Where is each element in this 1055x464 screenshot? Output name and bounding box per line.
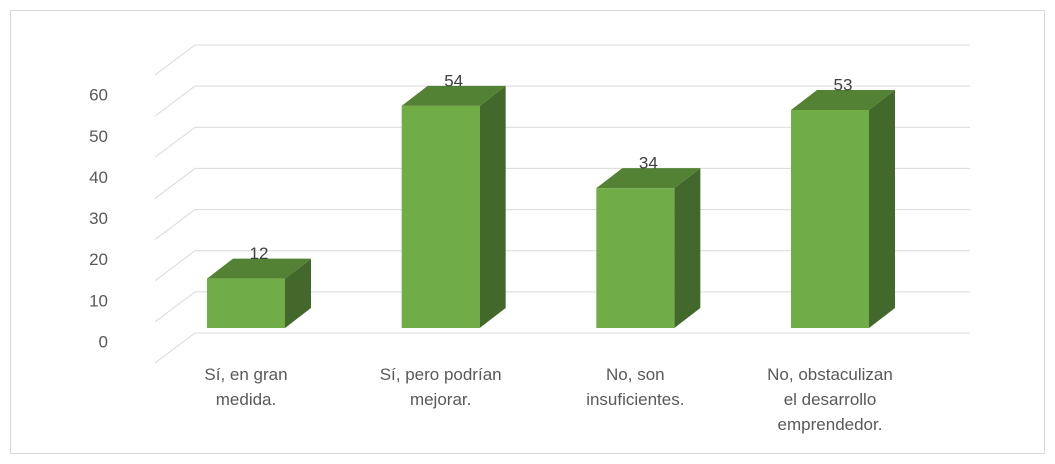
bar	[207, 258, 311, 328]
data-label: 54	[444, 71, 463, 90]
grid-line	[154, 44, 970, 76]
bar-front	[791, 109, 869, 328]
bar-top	[207, 258, 311, 279]
y-tick-label: 0	[99, 332, 108, 351]
y-tick-label: 40	[89, 168, 108, 187]
y-tick-label: 10	[89, 291, 108, 310]
grid-line	[154, 126, 970, 158]
bar	[791, 89, 895, 328]
x-tick-label: No, obstaculizan el desarrollo emprended…	[767, 365, 893, 434]
y-tick-label: 50	[89, 127, 108, 146]
bar-side	[479, 85, 506, 328]
y-tick-label: 60	[89, 86, 108, 105]
bar-front	[596, 188, 675, 328]
bar-front	[401, 105, 480, 328]
grid-line	[154, 209, 970, 240]
grid-line	[154, 85, 970, 117]
bar-side	[869, 89, 895, 328]
y-tick-label: 30	[89, 209, 108, 228]
y-tick-label: 20	[89, 250, 108, 269]
x-tick-label: Sí, pero podrían mejorar.	[379, 365, 502, 409]
bar-front	[207, 278, 285, 328]
data-label: 12	[250, 244, 269, 263]
bar	[401, 85, 506, 328]
bar-top	[791, 89, 895, 110]
x-tick-label: Sí, en gran medida.	[204, 365, 288, 409]
x-tick-label: No, son insuficientes.	[586, 365, 685, 409]
bar-side	[674, 168, 701, 328]
grid-line	[154, 250, 970, 282]
grid-line	[154, 167, 970, 199]
grid-line	[154, 332, 970, 364]
bar-side	[285, 258, 311, 328]
data-label: 53	[834, 75, 853, 94]
grid-line	[154, 291, 970, 323]
bar-top	[596, 168, 701, 189]
bar	[596, 168, 701, 328]
bar-top	[401, 85, 506, 106]
data-label: 34	[639, 154, 658, 173]
